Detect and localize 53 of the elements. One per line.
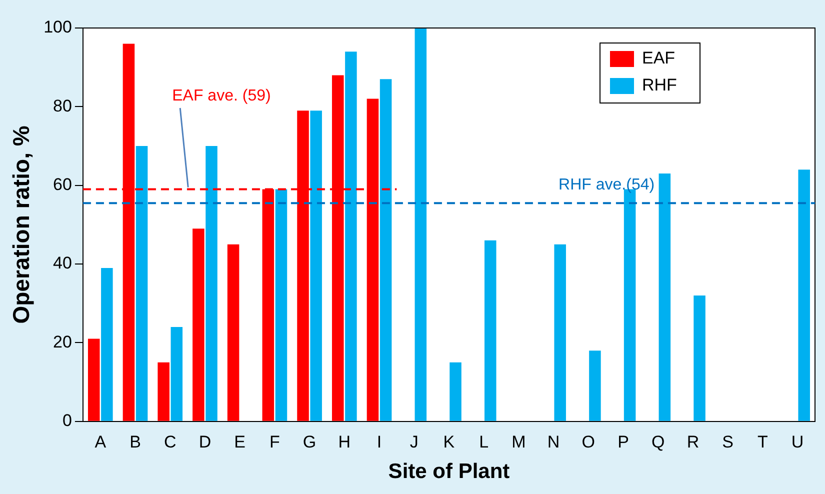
bar — [345, 52, 357, 421]
x-tick-label: B — [130, 432, 141, 452]
bar — [227, 244, 240, 421]
bar — [798, 170, 810, 421]
x-tick-label: K — [443, 432, 456, 452]
bar — [380, 79, 392, 421]
bar — [192, 228, 204, 421]
x-tick-label: I — [376, 432, 382, 452]
x-tick-label: T — [758, 432, 768, 452]
bar — [206, 146, 218, 421]
x-tick-label: S — [722, 432, 734, 452]
x-tick-label: O — [582, 432, 596, 452]
x-tick-label: R — [686, 432, 700, 452]
bar — [158, 362, 170, 421]
ref-line-label: EAF ave. (59) — [172, 87, 271, 104]
bar — [589, 350, 601, 421]
x-tick-label: A — [94, 432, 107, 452]
bar — [310, 110, 322, 421]
bar — [450, 362, 462, 421]
x-tick-label: Q — [652, 432, 665, 452]
y-tick-label: 40 — [53, 254, 72, 273]
ref-line-label: RHF ave.(54) — [558, 176, 655, 194]
y-tick-label: 80 — [53, 96, 72, 116]
y-axis-title: Operation ratio, % — [8, 126, 34, 324]
x-tick-label: C — [164, 432, 176, 452]
x-tick-label: D — [198, 432, 212, 452]
bar — [170, 326, 183, 421]
bar — [136, 146, 148, 421]
bar — [101, 268, 113, 421]
legend-label: RHF — [642, 76, 677, 95]
bar — [694, 296, 706, 421]
x-tick-label: U — [791, 432, 804, 452]
bar — [484, 240, 496, 421]
bar — [554, 244, 566, 421]
bar — [275, 189, 288, 421]
y-tick-label: 20 — [53, 332, 72, 352]
legend-label: EAF — [642, 48, 676, 68]
y-tick-label: 0 — [62, 411, 72, 430]
x-tick-label: F — [269, 432, 280, 452]
x-tick-label: L — [479, 432, 489, 452]
x-tick-label: E — [234, 432, 246, 452]
bar — [658, 174, 671, 421]
x-tick-label: G — [302, 432, 316, 452]
x-tick-label: P — [618, 432, 629, 452]
y-tick-label: 100 — [44, 18, 72, 37]
bar — [88, 338, 100, 421]
bar — [414, 28, 427, 421]
x-tick-label: H — [338, 432, 351, 452]
x-axis-title: Site of Plant — [388, 460, 510, 484]
x-tick-label: J — [410, 432, 418, 452]
x-tick-label: N — [547, 432, 560, 452]
x-tick-label: M — [512, 432, 526, 452]
y-tick-label: 60 — [53, 175, 72, 194]
